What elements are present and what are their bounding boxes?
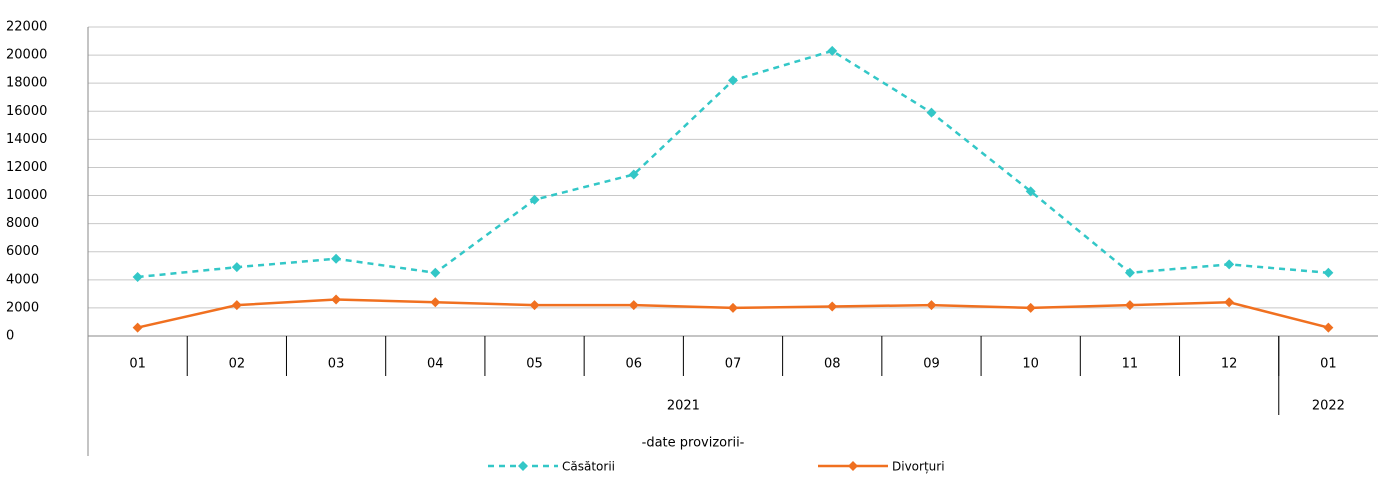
point-marker xyxy=(529,194,540,205)
point-marker xyxy=(1124,267,1135,278)
y-tick-label: 10000 xyxy=(6,188,47,203)
x-tick-label: 01 xyxy=(129,357,146,372)
point-marker xyxy=(430,267,441,278)
x-tick-label: 08 xyxy=(824,357,841,372)
y-tick-label: 16000 xyxy=(6,104,47,119)
y-tick-label: 0 xyxy=(6,329,14,344)
x-tick-label: 03 xyxy=(328,357,345,372)
point-marker xyxy=(827,45,838,56)
x-tick-label: 05 xyxy=(526,357,543,372)
y-tick-label: 22000 xyxy=(6,20,47,35)
y-tick-label: 14000 xyxy=(6,132,47,147)
point-marker xyxy=(132,272,143,283)
point-marker xyxy=(728,302,738,313)
note: -date provizorii- xyxy=(642,436,745,451)
point-marker xyxy=(628,169,639,180)
x-group-label: 2021 xyxy=(667,399,700,414)
point-marker xyxy=(926,107,937,118)
legend-marker xyxy=(848,461,858,471)
x-tick-label: 10 xyxy=(1022,357,1039,372)
x-tick-label: 07 xyxy=(725,357,742,372)
point-marker xyxy=(728,75,738,86)
point-marker xyxy=(1323,322,1334,333)
point-marker xyxy=(1224,259,1235,270)
y-tick-label: 6000 xyxy=(6,244,39,259)
point-marker xyxy=(132,322,143,333)
x-tick-label: 02 xyxy=(229,357,246,372)
legend-label: Divorțuri xyxy=(892,460,945,474)
point-marker xyxy=(331,253,342,264)
legend-marker xyxy=(518,461,528,471)
x-group-label: 2022 xyxy=(1312,399,1345,414)
y-tick-label: 20000 xyxy=(6,48,47,63)
y-tick-label: 8000 xyxy=(6,216,39,231)
point-marker xyxy=(926,300,937,311)
x-tick-label: 04 xyxy=(427,357,444,372)
point-marker xyxy=(231,300,242,311)
point-marker xyxy=(1224,297,1235,308)
point-marker xyxy=(628,300,639,311)
y-tick-label: 18000 xyxy=(6,76,47,91)
y-tick-label: 4000 xyxy=(6,272,39,287)
point-marker xyxy=(1323,267,1334,278)
point-marker xyxy=(529,300,540,311)
x-tick-label: 06 xyxy=(625,357,642,372)
x-tick-label: 01 xyxy=(1320,357,1337,372)
x-tick-label: 12 xyxy=(1221,357,1238,372)
point-marker xyxy=(1025,302,1036,313)
point-marker xyxy=(231,262,242,273)
point-marker xyxy=(1025,186,1036,197)
legend-label: Căsătorii xyxy=(562,460,615,474)
point-marker xyxy=(331,294,342,305)
x-tick-label: 11 xyxy=(1122,357,1139,372)
y-tick-label: 12000 xyxy=(6,160,47,175)
y-tick-label: 2000 xyxy=(6,300,39,315)
point-marker xyxy=(827,301,838,312)
x-tick-label: 09 xyxy=(923,357,940,372)
point-marker xyxy=(430,297,441,308)
point-marker xyxy=(1124,300,1135,311)
